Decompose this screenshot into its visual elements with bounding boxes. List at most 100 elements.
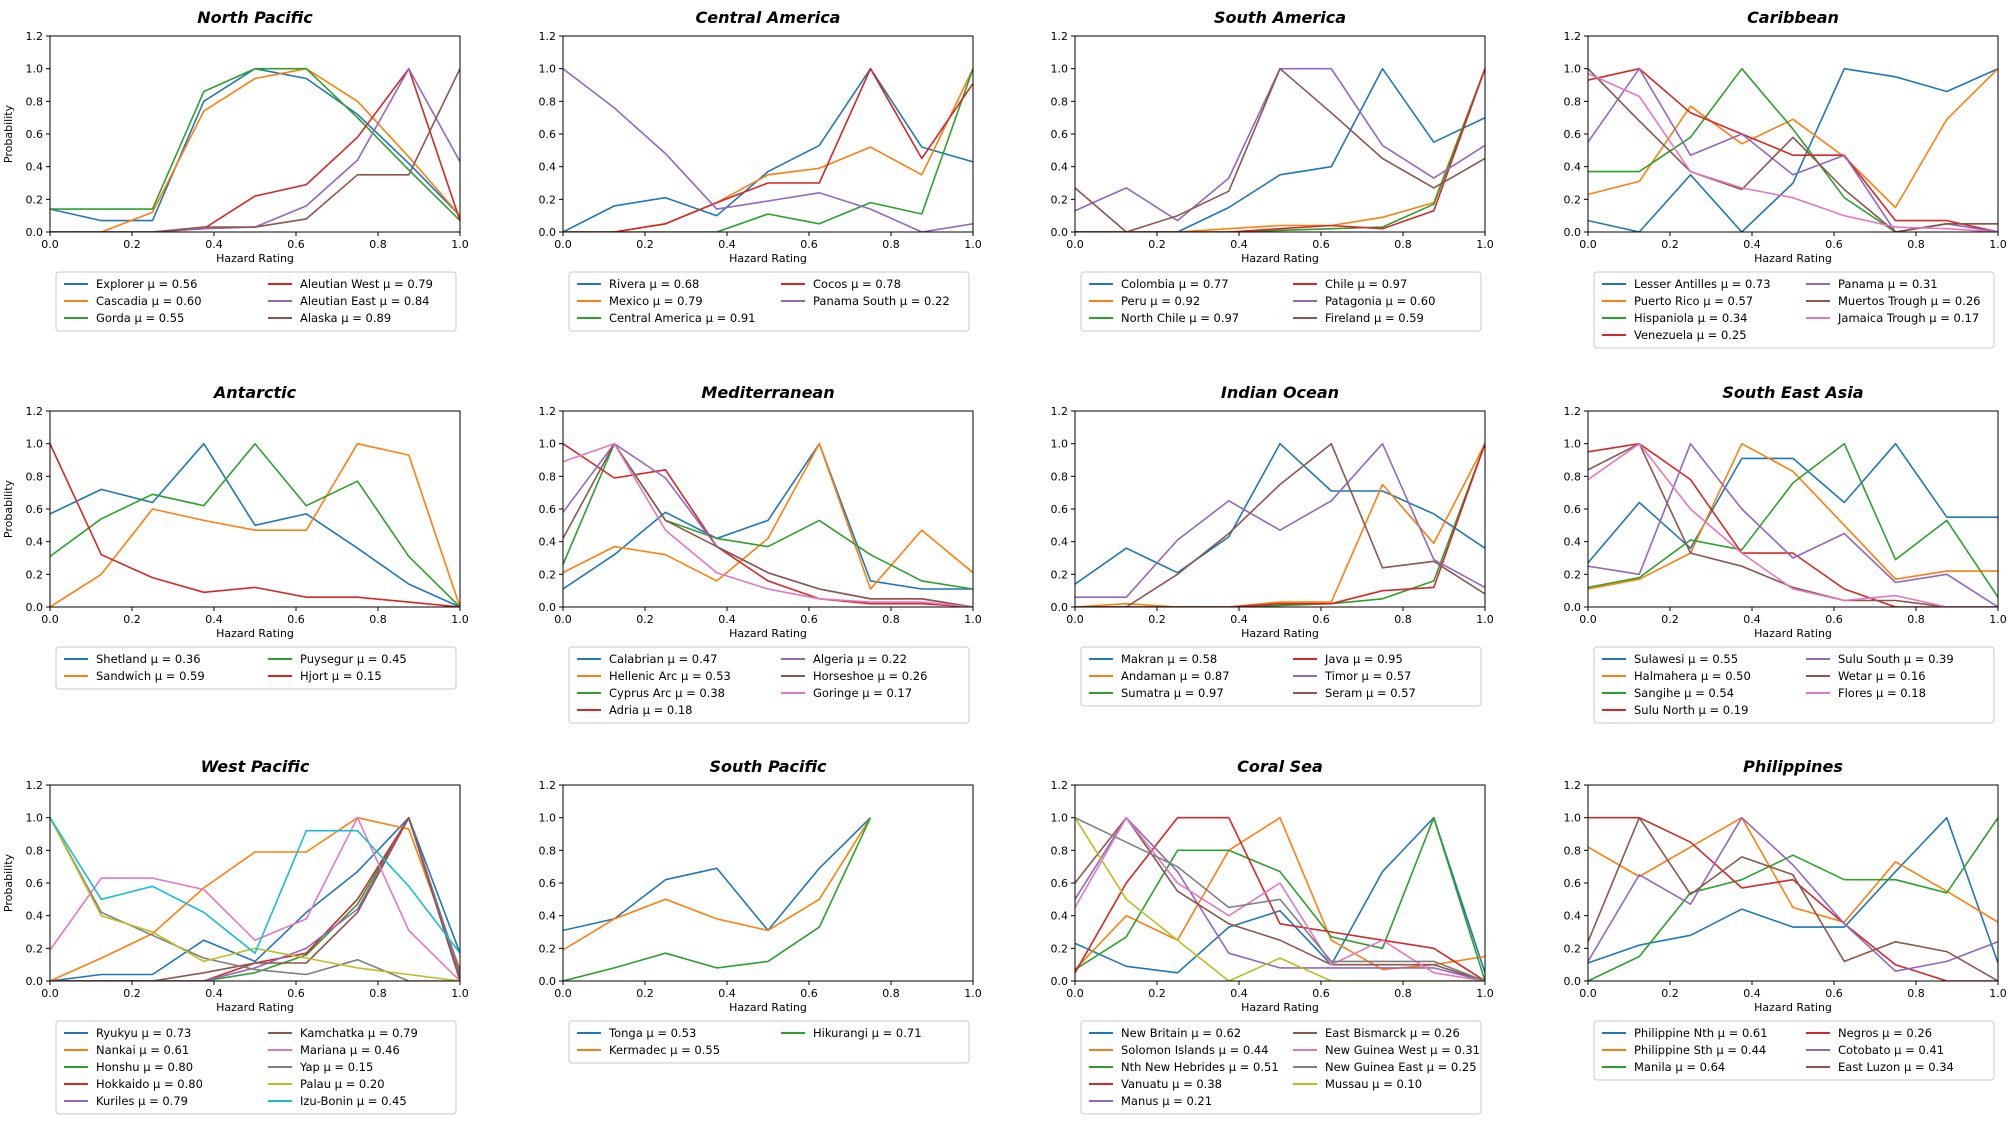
series-line-negros (1588, 816, 1998, 981)
series-line-yap (50, 817, 460, 981)
chart-panel-north-pacific: North Pacific 0.0 0.2 0.4 0.6 0.8 1.0 0.0 0.2 0.4… (2, 8, 469, 332)
series-line-flores (1588, 442, 1998, 607)
legend-entry-honshu: Honshu μ = 0.80 (96, 1060, 193, 1074)
y-tick-label: 0.2 (539, 193, 557, 206)
legend-entry-adria: Adria μ = 0.18 (609, 703, 692, 717)
x-tick-label: 0.8 (1394, 987, 1412, 1000)
series-line-north-chile (1075, 68, 1485, 232)
series-line-chile (1075, 68, 1485, 232)
x-tick-label: 0.2 (1148, 987, 1166, 1000)
series-line-kamchatka (50, 816, 460, 981)
y-tick-label: 0.4 (1564, 910, 1582, 923)
series-line-ryukyu (50, 816, 460, 981)
x-axis-label: Hazard Rating (1754, 1001, 1832, 1014)
y-tick-label: 0.4 (539, 910, 557, 923)
x-tick-label: 0.0 (1066, 987, 1084, 1000)
x-tick-label: 0.0 (554, 987, 572, 1000)
x-tick-label: 0.4 (1230, 987, 1248, 1000)
legend-entry-makran: Makran μ = 0.58 (1121, 652, 1217, 666)
y-tick-label: 0.0 (26, 226, 44, 239)
x-tick-label: 0.8 (369, 238, 387, 251)
legend: Colombia μ = 0.77 Peru μ = 0.92 North Chil… (1080, 271, 1482, 332)
x-tick-label: 0.8 (882, 987, 900, 1000)
series-line-cascadia (50, 67, 460, 232)
x-tick-label: 0.4 (718, 987, 736, 1000)
legend-entry-sangihe: Sangihe μ = 0.54 (1634, 686, 1734, 700)
y-tick-label: 1.0 (1564, 812, 1582, 825)
y-tick-label: 1.0 (1051, 63, 1069, 76)
y-tick-label: 1.0 (539, 812, 557, 825)
chart-title: Mediterranean (701, 383, 834, 402)
series-line-shetland (50, 442, 460, 607)
legend-box (1080, 646, 1482, 707)
y-tick-label: 0.4 (26, 536, 44, 549)
x-tick-label: 0.4 (1743, 238, 1761, 251)
series-line-hokkaido (50, 816, 460, 981)
series-line-algeria (563, 442, 973, 607)
y-tick-label: 0.8 (1564, 470, 1582, 483)
series-line-fireland (1075, 67, 1485, 232)
series-line-panama (1588, 67, 1998, 232)
legend-entry-ryukyu: Ryukyu μ = 0.73 (96, 1026, 191, 1040)
x-axis-label: Hazard Rating (1754, 252, 1832, 265)
legend-entry-new-guinea-east: New Guinea East μ = 0.25 (1325, 1060, 1477, 1074)
series-line-lesser-antilles (1588, 67, 1998, 232)
x-tick-label: 0.4 (1230, 238, 1248, 251)
x-tick-label: 0.0 (1579, 613, 1597, 626)
x-axis-label: Hazard Rating (729, 627, 807, 640)
plot-frame (1587, 410, 1999, 608)
legend-entry-east-bismarck: East Bismarck μ = 0.26 (1325, 1026, 1460, 1040)
legend: Philippine Nth μ = 0.61 Philippine Sth μ … (1593, 1020, 1995, 1081)
legend-box (568, 271, 970, 332)
x-tick-label: 1.0 (1989, 613, 2007, 626)
series-line-sulu-south (1588, 442, 1998, 607)
legend: Lesser Antilles μ = 0.73 Puerto Rico μ = … (1593, 271, 1995, 349)
series-line-gorda (50, 67, 460, 222)
series-line-east-bismarck (1075, 816, 1485, 981)
x-tick-label: 1.0 (964, 238, 982, 251)
series-line-palau (50, 817, 460, 981)
series-line-andaman (1075, 443, 1485, 607)
series-group (50, 67, 460, 232)
legend-entry-timor: Timor μ = 0.57 (1324, 669, 1411, 683)
legend: Sulawesi μ = 0.55 Halmahera μ = 0.50 Sangi… (1593, 646, 1995, 724)
legend-entry-new-guinea-west: New Guinea West μ = 0.31 (1325, 1043, 1480, 1057)
series-line-jamaica-trough (1588, 72, 1998, 232)
series-line-muertos-trough (1588, 68, 1998, 232)
x-tick-label: 1.0 (451, 987, 469, 1000)
x-tick-label: 0.4 (205, 238, 223, 251)
y-tick-label: 0.8 (539, 844, 557, 857)
y-tick-label: 1.2 (539, 30, 557, 43)
series-line-aleutian-east (50, 67, 460, 232)
x-tick-label: 1.0 (1476, 613, 1494, 626)
y-tick-label: 0.0 (539, 601, 557, 614)
x-tick-label: 1.0 (1476, 987, 1494, 1000)
chart-panel-west-pacific: West Pacific 0.0 0.2 0.4 0.6 0.8 1.0 0.0 0.2 0.4 0… (2, 757, 469, 1115)
series-line-seram (1075, 442, 1485, 607)
y-tick-label: 0.0 (539, 226, 557, 239)
legend: Shetland μ = 0.36 Sandwich μ = 0.59 Puyseg… (55, 646, 457, 690)
legend-entry-venezuela: Venezuela μ = 0.25 (1634, 328, 1747, 342)
y-tick-label: 0.2 (1564, 568, 1582, 581)
chart-title: Central America (696, 8, 841, 27)
x-axis-label: Hazard Rating (216, 1001, 294, 1014)
x-tick-label: 1.0 (1989, 987, 2007, 1000)
series-line-new-guinea-east (1075, 816, 1485, 981)
x-tick-label: 0.6 (800, 987, 818, 1000)
legend-entry-wetar: Wetar μ = 0.16 (1838, 669, 1926, 683)
legend-entry-izu-bonin: Izu-Bonin μ = 0.45 (300, 1094, 407, 1108)
series-line-manus (1075, 816, 1485, 981)
series-line-cocos (563, 67, 973, 232)
series-group (50, 442, 460, 607)
series-line-hjort (50, 443, 460, 607)
y-tick-label: 0.8 (1051, 844, 1069, 857)
series-line-manila (1588, 817, 1998, 981)
y-tick-label: 0.2 (1051, 193, 1069, 206)
series-line-alaska (50, 68, 460, 232)
x-tick-label: 0.4 (205, 987, 223, 1000)
legend-entry-horseshoe: Horseshoe μ = 0.26 (813, 669, 927, 683)
x-axis-label: Hazard Rating (1754, 627, 1832, 640)
series-line-halmahera (1588, 442, 1998, 590)
series-line-horseshoe (563, 442, 973, 607)
